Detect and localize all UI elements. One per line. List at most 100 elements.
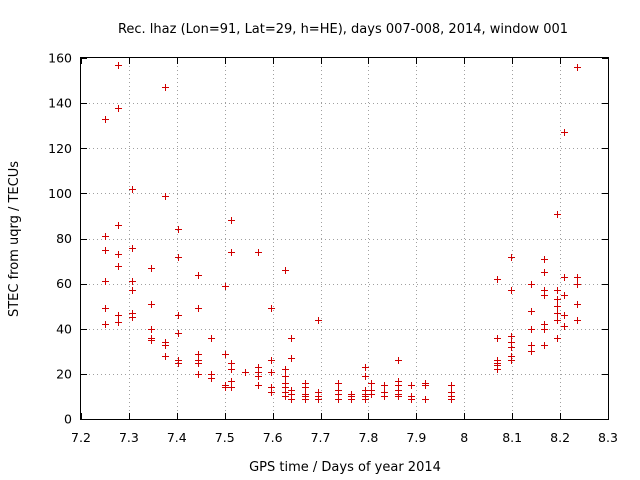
data-point: [222, 384, 229, 391]
data-point: [541, 256, 548, 263]
data-point: [282, 267, 289, 274]
data-point: [554, 287, 561, 294]
data-point: [129, 314, 136, 321]
data-point: [175, 330, 182, 337]
data-point: [102, 233, 109, 240]
data-point: [242, 369, 249, 376]
data-point: [302, 396, 309, 403]
data-point: [162, 84, 169, 91]
data-point: [288, 335, 295, 342]
chart-title: Rec. lhaz (Lon=91, Lat=29, h=HE), days 0…: [118, 22, 568, 37]
data-point: [554, 211, 561, 218]
axis-ticks: 7.2 7.3 7.4 7.5 7.6 7.7 7.8 7.9 8 8.1 8.2 8.3 0 20 40 6…: [48, 51, 618, 446]
data-point: [115, 312, 122, 319]
data-point: [148, 265, 155, 272]
data-point: [574, 274, 581, 281]
data-point: [175, 254, 182, 261]
data-point: [175, 360, 182, 367]
data-point: [129, 186, 136, 193]
data-point: [115, 105, 122, 112]
data-point: [574, 301, 581, 308]
data-point: [282, 366, 289, 373]
x-tick-label: 8: [460, 430, 468, 445]
data-point: [368, 380, 375, 387]
data-point: [129, 278, 136, 285]
x-axis-label: GPS time / Days of year 2014: [249, 460, 441, 475]
data-point: [228, 360, 235, 367]
data-point: [268, 389, 275, 396]
data-point: [148, 326, 155, 333]
data-point: [422, 382, 429, 389]
data-point: [362, 396, 369, 403]
data-point: [315, 317, 322, 324]
x-tick-label: 7.8: [359, 430, 379, 445]
data-point: [494, 366, 501, 373]
data-point: [268, 357, 275, 364]
data-point: [574, 64, 581, 71]
x-tick-label: 7.4: [167, 430, 187, 445]
data-point: [162, 353, 169, 360]
data-point: [528, 281, 535, 288]
data-point: [315, 396, 322, 403]
y-tick-label: 0: [64, 412, 72, 427]
data-point: [362, 373, 369, 380]
data-point: [494, 335, 501, 342]
data-point: [508, 344, 515, 351]
data-point: [561, 312, 568, 319]
x-tick-label: 7.2: [71, 430, 91, 445]
data-point: [561, 323, 568, 330]
data-point: [528, 308, 535, 315]
data-point: [381, 382, 388, 389]
data-point: [115, 222, 122, 229]
data-point: [368, 391, 375, 398]
data-point: [448, 382, 455, 389]
data-point: [541, 342, 548, 349]
y-tick-label: 120: [48, 141, 72, 156]
data-point: [494, 276, 501, 283]
data-point: [222, 351, 229, 358]
data-point: [408, 396, 415, 403]
data-point: [348, 396, 355, 403]
data-point: [228, 366, 235, 373]
data-point: [554, 296, 561, 303]
data-point: [288, 396, 295, 403]
plot-frame: [80, 57, 609, 420]
data-point: [162, 193, 169, 200]
y-tick-label: 80: [56, 231, 72, 246]
data-point: [554, 335, 561, 342]
x-tick-label: 7.6: [263, 430, 283, 445]
data-point: [508, 333, 515, 340]
data-point: [288, 355, 295, 362]
data-point: [448, 396, 455, 403]
data-point: [561, 274, 568, 281]
data-points: [102, 62, 581, 403]
x-tick-label: 8.3: [598, 430, 618, 445]
y-tick-label: 60: [56, 276, 72, 291]
data-point: [282, 393, 289, 400]
y-tick-label: 140: [48, 96, 72, 111]
data-point: [129, 245, 136, 252]
x-tick-label: 8.1: [502, 430, 522, 445]
data-point: [208, 375, 215, 382]
data-point: [102, 116, 109, 123]
data-point: [208, 335, 215, 342]
data-point: [102, 278, 109, 285]
data-point: [335, 380, 342, 387]
data-point: [362, 364, 369, 371]
data-point: [129, 287, 136, 294]
data-point: [302, 384, 309, 391]
data-point: [228, 384, 235, 391]
data-point: [175, 312, 182, 319]
y-tick-label: 160: [48, 51, 72, 66]
data-point: [554, 317, 561, 324]
data-point: [268, 369, 275, 376]
data-point: [255, 382, 262, 389]
data-point: [408, 382, 415, 389]
data-point: [102, 321, 109, 328]
x-tick-label: 8.2: [550, 430, 570, 445]
data-point: [574, 317, 581, 324]
data-point: [541, 269, 548, 276]
data-point: [195, 272, 202, 279]
data-point: [148, 301, 155, 308]
data-point: [268, 305, 275, 312]
